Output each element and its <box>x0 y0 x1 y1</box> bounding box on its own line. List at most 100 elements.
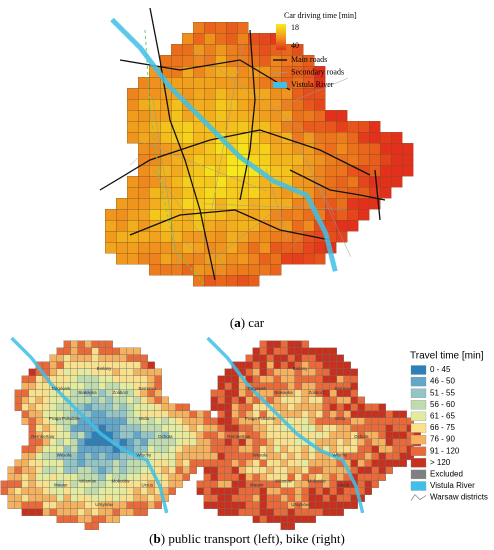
grid-cell <box>238 466 246 474</box>
grid-cell <box>154 466 162 474</box>
grid-cell <box>77 431 85 439</box>
grid-cell <box>126 403 134 411</box>
grid-cell <box>140 501 148 509</box>
grid-cell <box>105 459 113 467</box>
grid-cell <box>138 99 150 111</box>
grid-cell <box>28 410 36 418</box>
grid-cell <box>56 354 64 362</box>
grid-cell <box>98 459 106 467</box>
grid-cell <box>204 99 216 111</box>
grid-cell <box>280 354 288 362</box>
grid-cell <box>182 242 194 254</box>
grid-cell <box>248 275 260 287</box>
grid-cell <box>160 99 172 111</box>
grid-cell <box>168 459 176 467</box>
grid-cell <box>292 176 304 188</box>
grid-cell <box>14 494 22 502</box>
grid-cell <box>287 354 295 362</box>
grid-cell <box>28 459 36 467</box>
grid-cell <box>196 410 204 418</box>
grid-cell <box>217 389 225 397</box>
grid-cell <box>189 431 197 439</box>
grid-cell <box>329 473 337 481</box>
grid-cell <box>336 198 348 210</box>
grid-cell <box>119 382 127 390</box>
grid-cell <box>273 375 281 383</box>
grid-cell <box>215 22 227 34</box>
district-label: Ursynów <box>291 502 309 507</box>
grid-cell <box>308 501 316 509</box>
grid-cell <box>224 473 232 481</box>
grid-cell <box>42 445 50 453</box>
grid-cell <box>49 438 57 446</box>
grid-cell <box>203 494 211 502</box>
grid-cell <box>138 198 150 210</box>
district-label: Mokotów <box>112 479 131 484</box>
grid-cell <box>266 340 274 348</box>
grid-cell <box>392 438 400 446</box>
grid-cell <box>294 410 302 418</box>
grid-cell <box>119 424 127 432</box>
grid-cell <box>56 515 64 523</box>
grid-cell <box>287 494 295 502</box>
grid-cell <box>133 487 141 495</box>
grid-cell <box>35 480 43 488</box>
grid-cell <box>119 452 127 460</box>
district-label: Białołęka <box>78 390 97 395</box>
grid-cell <box>28 438 36 446</box>
grid-cell <box>84 487 92 495</box>
grid-cell <box>266 494 274 502</box>
grid-cell <box>224 494 232 502</box>
legend-swatch <box>273 82 287 88</box>
grid-cell <box>127 132 139 144</box>
grid-cell <box>224 459 232 467</box>
grid-cell <box>217 466 225 474</box>
grid-cell <box>193 253 205 265</box>
grid-cell <box>266 382 274 390</box>
grid-cell <box>203 501 211 509</box>
grid-cell <box>105 403 113 411</box>
grid-cell <box>292 154 304 166</box>
legend-label: 56 - 60 <box>430 400 455 409</box>
grid-cell <box>238 487 246 495</box>
grid-cell <box>357 473 365 481</box>
grid-cell <box>193 33 205 45</box>
grid-cell <box>343 438 351 446</box>
grid-cell <box>171 55 183 67</box>
district-label: Wola <box>139 416 150 421</box>
grid-cell <box>149 176 161 188</box>
grid-cell <box>84 445 92 453</box>
grid-cell <box>329 361 337 369</box>
legend-title: Car driving time [min] <box>284 11 357 20</box>
grid-cell <box>301 417 309 425</box>
grid-cell <box>385 452 393 460</box>
grid-cell <box>314 154 326 166</box>
grid-cell <box>42 452 50 460</box>
grid-cell <box>259 44 271 56</box>
grid-cell <box>301 354 309 362</box>
grid-cell <box>287 466 295 474</box>
grid-cell <box>133 501 141 509</box>
grid-cell <box>259 55 271 67</box>
grid-cell <box>266 368 274 376</box>
grid-cell <box>281 99 293 111</box>
grid-cell <box>84 515 92 523</box>
grid-cell <box>325 110 337 122</box>
grid-cell <box>266 487 274 495</box>
grid-cell <box>245 487 253 495</box>
grid-cell <box>369 176 381 188</box>
grid-cell <box>270 264 282 276</box>
grid-cell <box>154 368 162 376</box>
grid-cell <box>380 154 392 166</box>
grid-cell <box>248 253 260 265</box>
district-label: Ursynów <box>95 502 113 507</box>
grid-cell <box>196 445 204 453</box>
grid-cell <box>308 410 316 418</box>
grid-cell <box>238 389 246 397</box>
grid-cell <box>322 361 330 369</box>
grid-cell <box>238 445 246 453</box>
grid-cell <box>314 198 326 210</box>
grid-cell <box>245 473 253 481</box>
grid-cell <box>280 494 288 502</box>
grid-cell <box>175 438 183 446</box>
